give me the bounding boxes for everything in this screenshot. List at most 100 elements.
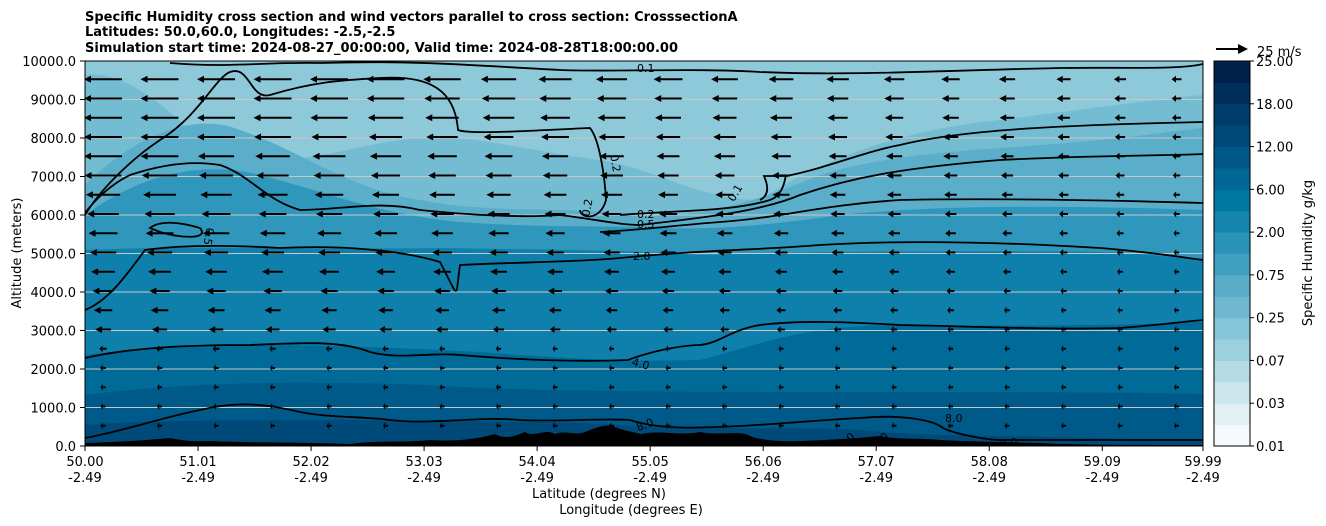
wind-arrow xyxy=(1061,345,1066,353)
wind-arrow xyxy=(829,172,846,179)
wind-arrow xyxy=(828,152,847,160)
wind-arrow xyxy=(943,152,958,160)
wind-arrow xyxy=(150,306,169,314)
wind-arrow xyxy=(715,191,734,199)
wind-arrow xyxy=(1174,403,1179,410)
contour-0.1-top xyxy=(169,61,1203,75)
wind-arrow xyxy=(1057,152,1070,160)
wind-arrow xyxy=(944,210,957,218)
contour-label-4.0: 4.0 xyxy=(631,356,651,373)
wind-arrow xyxy=(1004,383,1010,391)
wind-arrow xyxy=(1174,383,1179,391)
y-tick-label: 10000.0 xyxy=(22,55,76,70)
wind-arrow xyxy=(140,133,179,141)
x-tick-label-lon: -2.49 xyxy=(1085,471,1119,486)
wind-arrow xyxy=(1056,75,1071,83)
x-axis-label-latitude: Latitude (degrees N) xyxy=(532,487,666,502)
wind-arrow xyxy=(826,75,849,83)
wind-arrow xyxy=(257,191,288,199)
wind-arrow xyxy=(947,326,954,333)
wind-arrow xyxy=(661,287,675,295)
x-tick-label-lat: 56.06 xyxy=(745,455,782,470)
wind-arrow xyxy=(439,422,445,430)
colorbar-tick-label: 0.25 xyxy=(1256,312,1285,327)
wind-arrow xyxy=(827,114,848,122)
x-tick-label-lat: 57.07 xyxy=(858,455,895,470)
wind-arrow xyxy=(85,191,121,199)
wind-arrow xyxy=(946,287,955,295)
wind-arrow xyxy=(370,172,401,179)
contour-0.5-left xyxy=(85,153,1203,226)
colorbar-segment xyxy=(1214,146,1250,169)
wind-arrow xyxy=(313,172,345,179)
wind-arrow xyxy=(832,287,843,295)
wind-arrow xyxy=(1114,133,1126,141)
wind-arrow xyxy=(942,114,959,122)
wind-arrow xyxy=(383,383,388,391)
wind-arrow xyxy=(1001,210,1013,218)
wind-arrow xyxy=(326,403,332,410)
wind-arrow xyxy=(1174,345,1179,353)
wind-arrow xyxy=(661,268,675,276)
wind-arrow xyxy=(1172,152,1181,160)
wind-arrow xyxy=(599,152,624,160)
wind-arrow xyxy=(1117,364,1123,372)
wind-arrow xyxy=(714,172,735,179)
wind-arrow xyxy=(383,403,388,410)
wind-arrow xyxy=(85,75,122,83)
wind-arrow xyxy=(835,364,840,372)
wind-arrow xyxy=(778,422,784,430)
wind-arrow xyxy=(827,133,848,141)
wind-arrow xyxy=(999,114,1015,122)
wind-arrow xyxy=(91,268,115,276)
wind-arrow xyxy=(1060,268,1067,276)
wind-arrow xyxy=(1172,172,1181,179)
wind-arrow xyxy=(1002,229,1012,237)
wind-arrow xyxy=(657,172,679,179)
x-tick-label-lon: -2.49 xyxy=(181,471,215,486)
wind-arrow xyxy=(368,133,403,141)
wind-arrow xyxy=(948,422,953,430)
y-tick-label: 8000.0 xyxy=(31,132,77,147)
wind-arrow xyxy=(775,268,787,276)
x-tick-label-lat: 51.01 xyxy=(179,455,216,470)
wind-arrow xyxy=(492,326,505,333)
wind-arrow xyxy=(946,268,955,276)
x-axis-label-longitude: Longitude (degrees E) xyxy=(559,503,703,518)
wind-arrow xyxy=(1115,191,1125,199)
x-tick-label-lat: 58.08 xyxy=(971,455,1008,470)
wind-arrow xyxy=(720,326,729,333)
x-axis: 50.00-2.4951.01-2.4952.02-2.4953.03-2.49… xyxy=(66,446,1222,486)
wind-arrow xyxy=(1000,152,1014,160)
wind-arrow xyxy=(484,152,513,160)
wind-arrow xyxy=(480,75,517,83)
chart-title-line-2: Latitudes: 50.0,60.0, Longitudes: -2.5,-… xyxy=(85,25,395,40)
wind-arrow xyxy=(716,229,733,237)
colorbar-segment xyxy=(1214,232,1250,254)
wind-arrow xyxy=(1059,249,1068,256)
y-axis: 0.0 1000.0 2000.0 3000.0 4000.0 5000.0 6000.0 7… xyxy=(22,55,85,455)
x-tick-label-lat: 55.05 xyxy=(632,455,669,470)
wind-arrow xyxy=(945,229,956,237)
wind-arrow xyxy=(884,114,904,122)
wind-arrow xyxy=(1117,422,1123,430)
wind-arrow xyxy=(1060,306,1067,314)
wind-arrow xyxy=(948,364,953,372)
wind-arrow xyxy=(604,268,619,276)
wind-arrow xyxy=(999,95,1015,102)
wind-arrow xyxy=(208,326,224,333)
wind-arrow xyxy=(778,383,784,391)
wind-arrow xyxy=(595,75,628,83)
colorbar-segment xyxy=(1214,274,1250,297)
y-tick-label: 4000.0 xyxy=(31,286,77,301)
wind-arrow xyxy=(144,210,175,218)
contour-labels: 0.1 0.1 0.2 0.2 0.2 0.5 0.5 2.0 4.0 8.0 … xyxy=(201,62,1019,446)
wind-arrow xyxy=(383,422,388,430)
contour-0.5-mid xyxy=(599,198,1203,233)
wind-arrow xyxy=(942,133,959,141)
wind-arrow xyxy=(832,268,843,276)
wind-arrow xyxy=(778,403,784,410)
wind-arrow xyxy=(1117,268,1123,276)
wind-arrow xyxy=(263,287,282,295)
wind-arrow xyxy=(429,191,455,199)
